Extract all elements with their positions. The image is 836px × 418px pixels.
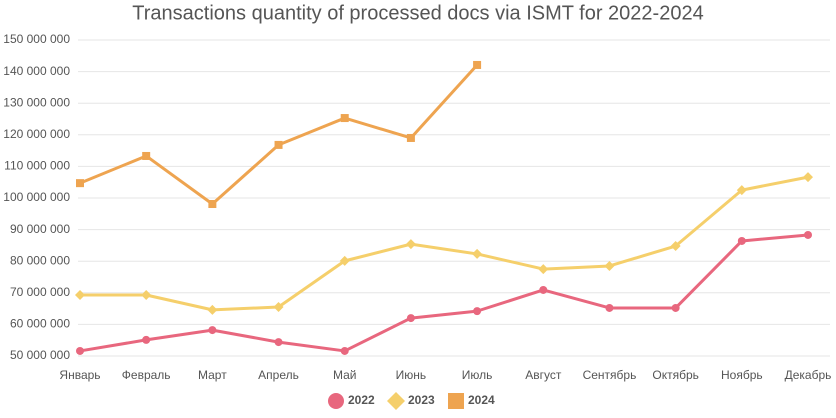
series bbox=[76, 60, 482, 209]
x-tick-label: Сентябрь bbox=[583, 368, 637, 382]
marker bbox=[387, 392, 405, 410]
y-tick-label: 120 000 000 bbox=[3, 127, 70, 141]
legend-label: 2024 bbox=[468, 393, 495, 407]
marker bbox=[405, 239, 416, 250]
marker bbox=[473, 60, 482, 69]
marker bbox=[803, 172, 813, 183]
marker bbox=[539, 285, 548, 294]
x-tick-label: Май bbox=[333, 368, 357, 382]
x-tick-label: Июль bbox=[462, 368, 493, 382]
marker bbox=[406, 314, 415, 323]
marker bbox=[274, 140, 283, 149]
line bbox=[80, 175, 809, 312]
marker bbox=[670, 241, 681, 252]
x-tick-label: Январь bbox=[59, 368, 100, 382]
legend: 2022 2023 2024 bbox=[328, 392, 495, 410]
x-tick-label: Декабрь bbox=[785, 368, 832, 382]
line bbox=[79, 233, 809, 353]
y-tick-label: 100 000 000 bbox=[3, 190, 70, 204]
marker bbox=[604, 260, 615, 271]
marker bbox=[76, 346, 84, 355]
marker bbox=[448, 393, 464, 409]
x-tick-label: Март bbox=[198, 368, 227, 382]
x-tick-label: Октябрь bbox=[652, 368, 699, 382]
x-tick-label: Август bbox=[525, 368, 562, 382]
x-tick-label: Апрель bbox=[258, 368, 299, 382]
marker bbox=[472, 248, 483, 259]
marker bbox=[340, 114, 349, 123]
marker bbox=[208, 326, 217, 335]
marker bbox=[273, 302, 284, 313]
y-tick-label: 70 000 000 bbox=[10, 285, 70, 299]
marker bbox=[75, 290, 85, 301]
chart-title: Transactions quantity of processed docs … bbox=[132, 2, 703, 24]
marker bbox=[671, 303, 680, 312]
marker bbox=[207, 304, 218, 315]
marker bbox=[339, 255, 350, 266]
marker bbox=[328, 393, 344, 409]
y-tick-label: 140 000 000 bbox=[3, 64, 70, 78]
series bbox=[75, 172, 813, 315]
x-tick-label: Февраль bbox=[122, 368, 171, 382]
y-tick-label: 130 000 000 bbox=[3, 95, 70, 109]
marker bbox=[141, 290, 152, 301]
marker bbox=[473, 307, 482, 316]
legend-label: 2023 bbox=[408, 393, 435, 407]
marker bbox=[208, 200, 217, 209]
marker bbox=[142, 335, 151, 344]
marker bbox=[76, 179, 84, 188]
x-tick-label: Июнь bbox=[396, 368, 427, 382]
marker bbox=[142, 151, 151, 160]
x-tick-label: Ноябрь bbox=[721, 368, 763, 382]
marker bbox=[737, 236, 746, 245]
marker bbox=[406, 133, 415, 142]
marker bbox=[274, 338, 283, 347]
y-tick-label: 90 000 000 bbox=[10, 222, 70, 236]
y-tick-label: 60 000 000 bbox=[10, 317, 70, 331]
y-tick-label: 110 000 000 bbox=[4, 159, 70, 173]
marker bbox=[736, 185, 747, 196]
marker bbox=[538, 264, 549, 275]
series bbox=[76, 230, 812, 355]
y-tick-label: 150 000 000 bbox=[3, 32, 70, 46]
legend-label: 2022 bbox=[348, 393, 375, 407]
y-tick-label: 50 000 000 bbox=[10, 348, 70, 362]
marker bbox=[605, 303, 614, 312]
y-tick-label: 80 000 000 bbox=[10, 253, 70, 267]
marker bbox=[340, 346, 349, 355]
marker bbox=[804, 230, 812, 239]
